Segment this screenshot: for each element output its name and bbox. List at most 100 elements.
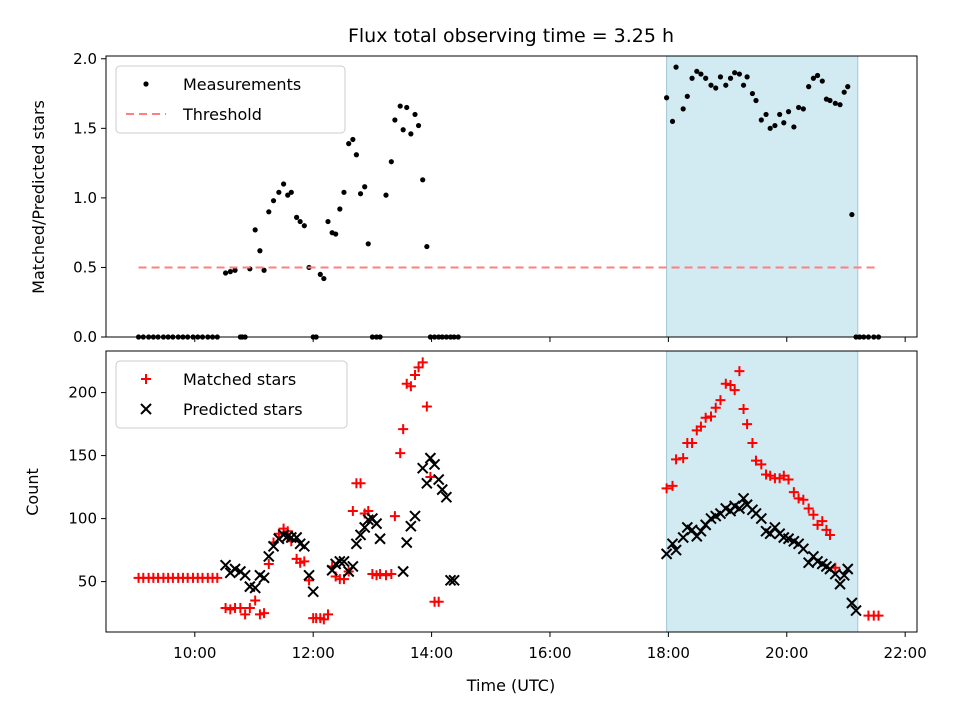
predicted-stars-point xyxy=(219,559,232,571)
predicted-stars-point xyxy=(303,569,315,582)
measurement-point xyxy=(845,84,851,90)
legend-marker-matched xyxy=(141,374,151,384)
matched-stars-point xyxy=(240,609,251,620)
y-tick-label: 150 xyxy=(68,447,97,465)
matched-stars-point xyxy=(318,614,329,625)
measurement-point xyxy=(455,334,461,340)
predicted-stars-point xyxy=(737,492,750,505)
measurement-point xyxy=(777,111,783,118)
measurement-point xyxy=(785,109,792,115)
predicted-stars-point xyxy=(421,477,433,490)
measurement-point xyxy=(227,269,233,275)
predicted-stars-point xyxy=(846,597,858,609)
measurement-point xyxy=(261,267,267,273)
measurement-point xyxy=(732,70,738,76)
measurement-point xyxy=(369,334,375,340)
matched-stars-point xyxy=(661,483,672,494)
predicted-stars-point xyxy=(307,585,319,598)
measurement-point xyxy=(408,131,414,137)
measurement-point xyxy=(875,334,882,340)
legend: Measurements Threshold xyxy=(115,65,346,134)
measurement-point xyxy=(297,218,303,225)
y-axis-label-top: Matched/Predicted stars xyxy=(29,100,48,294)
matched-stars-point xyxy=(235,603,246,614)
predicted-stars-point xyxy=(354,529,367,541)
x-tick-label: 14:00 xyxy=(410,644,453,662)
measurement-point xyxy=(321,275,327,282)
predicted-stars-point xyxy=(347,560,359,573)
measurement-point xyxy=(447,334,454,340)
legend-label: Measurements xyxy=(183,75,301,94)
axes-frame xyxy=(105,55,918,338)
matched-stars-point xyxy=(720,378,731,389)
predicted-stars-point xyxy=(374,533,386,545)
measurement-point xyxy=(827,97,833,104)
y-tick-label: 100 xyxy=(68,510,97,528)
measurement-point xyxy=(758,117,764,123)
measurement-point xyxy=(333,231,339,237)
predicted-stars-point xyxy=(258,572,270,584)
matched-stars-point xyxy=(788,487,799,498)
x-tick-label: 16:00 xyxy=(528,644,571,662)
measurement-point xyxy=(317,271,323,278)
measurement-point xyxy=(337,206,343,212)
predicted-stars-point xyxy=(695,525,707,537)
measurement-point xyxy=(353,152,360,158)
predicted-stars-point xyxy=(660,548,673,560)
measurement-point xyxy=(175,334,181,340)
matched-stars-point xyxy=(821,524,832,535)
matched-stars-point xyxy=(433,596,444,607)
matched-stars-point xyxy=(389,511,400,522)
predicted-stars-point xyxy=(267,540,280,553)
matched-stars-point xyxy=(421,401,432,412)
matched-stars-point xyxy=(715,395,726,406)
predicted-stars-point xyxy=(249,582,261,594)
measurement-point xyxy=(146,334,152,340)
predicted-stars-point xyxy=(298,540,311,553)
matched-stars-point xyxy=(742,419,753,430)
predicted-stars-point xyxy=(802,556,815,569)
matched-stars-point xyxy=(347,506,358,517)
measurement-point xyxy=(150,334,156,340)
measurement-point xyxy=(252,227,258,233)
predicted-stars-point xyxy=(397,565,409,578)
measurement-point xyxy=(736,71,743,77)
measurement-point xyxy=(806,84,812,90)
matched-stars-point xyxy=(793,493,804,504)
measurement-point xyxy=(170,334,176,340)
measurement-point xyxy=(740,82,747,88)
predicted-stars-point xyxy=(239,569,251,582)
matched-stars-point xyxy=(244,603,255,614)
predicted-stars-point xyxy=(850,604,862,617)
predicted-stars-point xyxy=(666,538,679,550)
predicted-stars-point xyxy=(764,528,776,540)
measurement-point xyxy=(767,125,773,131)
measurement-point xyxy=(680,106,686,112)
predicted-stars-point xyxy=(409,510,421,522)
matched-stars-point xyxy=(710,402,721,413)
measurement-point xyxy=(209,334,216,340)
x-tick-label: 10:00 xyxy=(173,644,216,662)
measurement-point xyxy=(849,211,855,218)
measurement-point xyxy=(155,334,161,340)
measurement-point xyxy=(708,82,714,88)
predicted-stars-point xyxy=(448,574,460,587)
measurement-point xyxy=(165,334,171,340)
measurement-point xyxy=(791,124,797,130)
measurement-point xyxy=(357,191,364,197)
measurement-point xyxy=(439,334,445,340)
predicted-stars-point xyxy=(428,458,441,471)
measurement-point xyxy=(185,334,191,340)
measurement-point xyxy=(800,106,806,112)
matched-stars-point xyxy=(700,412,711,423)
x-tick-label: 18:00 xyxy=(647,644,690,662)
y-tick-label: 0.5 xyxy=(73,258,97,276)
x-tick-label: 20:00 xyxy=(765,644,808,662)
measurement-point xyxy=(723,82,729,88)
measurement-point xyxy=(763,111,769,118)
measurement-point xyxy=(814,72,821,79)
measurement-point xyxy=(451,334,457,340)
measurement-point xyxy=(199,334,206,340)
measurement-point xyxy=(180,334,186,340)
measurement-point xyxy=(135,334,142,340)
